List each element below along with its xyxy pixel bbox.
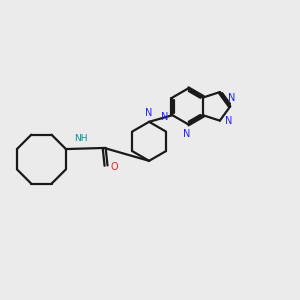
Text: N: N <box>183 129 190 139</box>
Text: O: O <box>110 163 118 172</box>
Text: NH: NH <box>75 134 88 143</box>
Text: N: N <box>225 116 232 126</box>
Text: N: N <box>228 93 235 103</box>
Text: N: N <box>160 112 168 122</box>
Text: N: N <box>145 108 152 118</box>
